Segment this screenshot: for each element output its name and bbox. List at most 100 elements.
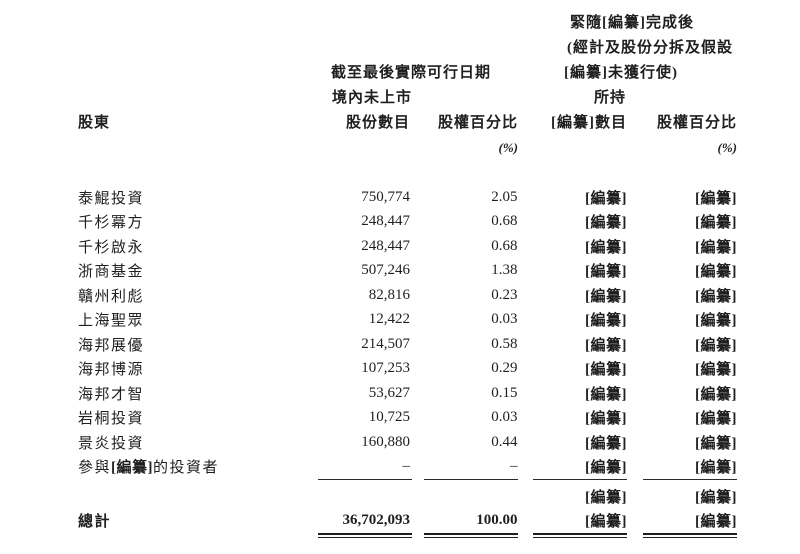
table-row: 海邦展優 214,507 0.58 [編纂] [編纂] <box>78 332 737 357</box>
shareholder-name: 千杉冪方 <box>78 215 145 232</box>
post-shares-value: [編纂] <box>585 362 627 379</box>
pct-value: 0.23 <box>491 286 518 303</box>
total-double-rule <box>533 533 627 538</box>
table-row-participants: 參與[編纂]的投資者 – – [編纂] [編纂] <box>78 455 737 480</box>
shareholder-name: 景炎投資 <box>78 435 145 452</box>
total-shares-value: 36,702,093 <box>342 512 411 529</box>
redacted-marker: [編纂] <box>111 460 154 477</box>
shares-value: 248,447 <box>361 237 410 254</box>
post-shares-value: [編纂] <box>585 264 627 281</box>
shareholder-name: 上海聖眾 <box>78 313 145 330</box>
col-header-shareholder: 股東 <box>78 115 111 131</box>
header-as-of-date: 截至最後實際可行日期 <box>330 65 492 81</box>
pct-value: 0.03 <box>491 409 518 426</box>
total-row: 總計 36,702,093 100.00 [編纂] [編纂] <box>78 509 737 534</box>
col-header-redacted-number: [編纂]數目 <box>551 115 627 131</box>
post-shares-value: [編纂] <box>585 386 627 403</box>
col-header-equity-pct: 股權百分比 <box>437 115 518 131</box>
shares-value: 82,816 <box>368 286 410 303</box>
header-domestic-unlisted: 境內未上市 <box>332 90 413 106</box>
pct-value: 0.68 <box>491 237 518 254</box>
shareholder-name: 海邦博源 <box>78 362 145 379</box>
post-pct-value: [編纂] <box>695 313 737 330</box>
pct-value: 0.15 <box>491 384 518 401</box>
col-header-shares: 股份數目 <box>345 115 410 131</box>
header-post-completion-line4: 所持 <box>593 90 627 106</box>
pct-value: 0.44 <box>491 433 518 450</box>
shares-value: 12,422 <box>368 311 410 328</box>
post-shares-value: [編纂] <box>585 190 627 207</box>
post-shares-value: [編纂] <box>585 435 627 452</box>
shareholder-name: 泰鯤投資 <box>78 190 145 207</box>
post-shares-value: [編纂] <box>585 239 627 256</box>
participants-suffix: 的投資者 <box>153 460 220 477</box>
header-post-completion-line3: [編纂]未獲行使) <box>564 65 678 81</box>
pct-value: 1.38 <box>491 262 518 279</box>
pct-value: 0.68 <box>491 213 518 230</box>
total-post-pct-value: [編纂] <box>695 514 737 531</box>
column-rule <box>423 479 518 480</box>
column-rule <box>533 479 627 480</box>
header-post-completion-line2: (經計及股份分拆及假設 <box>567 40 733 56</box>
pct-value: 0.58 <box>491 335 518 352</box>
subtotal-rule-row <box>78 479 737 481</box>
post-pct-value: [編纂] <box>695 362 737 379</box>
post-pct-value: [編纂] <box>695 386 737 403</box>
shareholder-name: 千杉啟永 <box>78 239 145 256</box>
table-row-pre-total: [編纂] [編纂] <box>78 484 737 509</box>
pct-value: 0.03 <box>491 311 518 328</box>
shares-value: 107,253 <box>361 360 410 377</box>
post-pct-value: [編纂] <box>695 264 737 281</box>
shareholder-name: 浙商基金 <box>78 264 145 281</box>
post-pct-value: [編纂] <box>695 190 737 207</box>
post-shares-value: [編纂] <box>585 337 627 354</box>
table-row: 海邦博源 107,253 0.29 [編纂] [編纂] <box>78 357 737 382</box>
total-double-rule <box>643 533 737 538</box>
shares-value: 750,774 <box>361 188 410 205</box>
post-pct-value: [編纂] <box>695 489 737 506</box>
post-shares-value: [編纂] <box>585 460 627 477</box>
post-pct-value: [編纂] <box>695 337 737 354</box>
post-shares-value: [編纂] <box>585 489 627 506</box>
pct-value: – <box>510 458 518 475</box>
post-pct-value: [編纂] <box>695 411 737 428</box>
table-row: 贛州利彪 82,816 0.23 [編纂] [編纂] <box>78 283 737 308</box>
shares-value: 10,725 <box>368 409 410 426</box>
table-row: 千杉啟永 248,447 0.68 [編纂] [編纂] <box>78 234 737 259</box>
post-pct-value: [編纂] <box>695 435 737 452</box>
table-row: 浙商基金 507,246 1.38 [編纂] [編纂] <box>78 259 737 284</box>
shares-value: 248,447 <box>361 213 410 230</box>
table-row: 岩桐投資 10,725 0.03 [編纂] [編纂] <box>78 406 737 431</box>
pct-unit-left: (%) <box>498 140 519 155</box>
column-rule <box>318 479 412 480</box>
shareholder-name: 海邦才智 <box>78 386 145 403</box>
total-label: 總計 <box>78 514 112 531</box>
column-rule <box>643 479 737 480</box>
table-row: 景炎投資 160,880 0.44 [編纂] [編纂] <box>78 430 737 455</box>
shareholder-name: 海邦展優 <box>78 337 145 354</box>
shareholder-name: 贛州利彪 <box>78 288 145 305</box>
table-row: 千杉冪方 248,447 0.68 [編纂] [編纂] <box>78 210 737 235</box>
post-shares-value: [編纂] <box>585 288 627 305</box>
col-header-post-equity-pct: 股權百分比 <box>656 115 737 131</box>
shareholder-name: 參與[編纂]的投資者 <box>78 456 318 477</box>
total-post-shares-value: [編纂] <box>585 514 627 531</box>
shares-value: – <box>402 458 411 475</box>
total-pct-value: 100.00 <box>476 512 518 529</box>
header-post-completion-line1: 緊隨[編纂]完成後 <box>570 15 694 31</box>
post-shares-value: [編纂] <box>585 411 627 428</box>
pct-value: 2.05 <box>491 188 518 205</box>
post-pct-value: [編纂] <box>695 239 737 256</box>
post-pct-value: [編纂] <box>695 288 737 305</box>
shares-value: 214,507 <box>361 335 410 352</box>
pct-value: 0.29 <box>491 360 518 377</box>
table-row: 泰鯤投資 750,774 2.05 [編纂] [編纂] <box>78 185 737 210</box>
table-row: 海邦才智 53,627 0.15 [編纂] [編纂] <box>78 381 737 406</box>
pct-unit-right: (%) <box>717 140 738 155</box>
shareholding-table: 泰鯤投資 750,774 2.05 [編纂] [編纂] 千杉冪方 248,447… <box>78 185 737 543</box>
total-double-rule <box>318 533 412 538</box>
post-pct-value: [編纂] <box>695 215 737 232</box>
total-double-rule <box>423 533 518 538</box>
table-row: 上海聖眾 12,422 0.03 [編纂] [編纂] <box>78 308 737 333</box>
